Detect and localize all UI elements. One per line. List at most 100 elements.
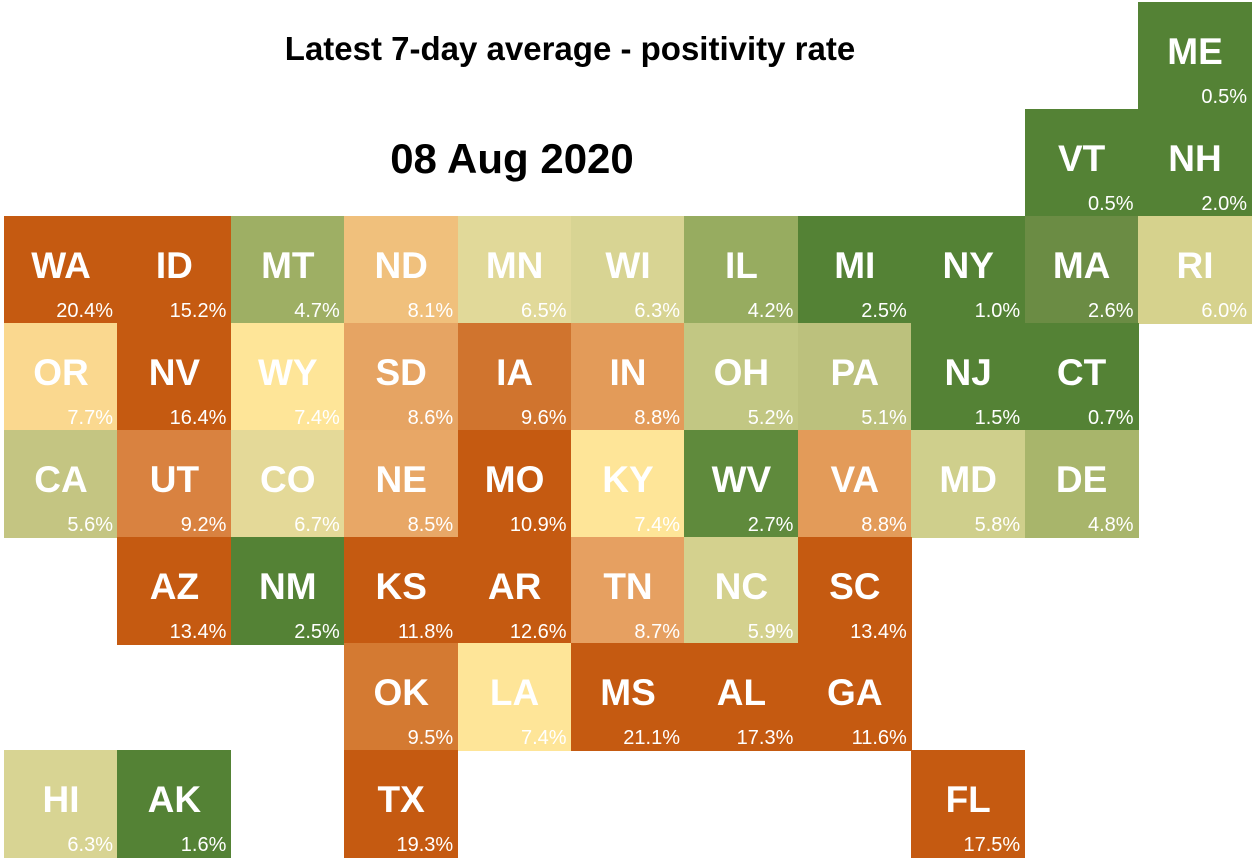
- state-abbr: NC: [714, 565, 769, 607]
- state-positivity-rate: 21.1%: [623, 727, 680, 750]
- state-positivity-rate: 5.8%: [974, 513, 1021, 536]
- state-positivity-rate: 6.0%: [1201, 299, 1247, 322]
- state-positivity-rate: 12.6%: [509, 620, 567, 643]
- state-abbr: AR: [487, 565, 542, 607]
- state-positivity-rate: 10.9%: [509, 513, 567, 536]
- state-abbr: WV: [711, 458, 772, 500]
- state-positivity-rate: 9.2%: [180, 513, 227, 536]
- state-positivity-rate: 8.6%: [407, 406, 454, 429]
- state-abbr: VA: [830, 458, 880, 500]
- state-positivity-rate: 5.9%: [747, 620, 794, 643]
- state-abbr: NV: [148, 351, 201, 393]
- state-abbr: MS: [600, 672, 656, 714]
- state-abbr: IN: [609, 351, 647, 393]
- state-tile-ct: CT 0.7%: [1024, 322, 1139, 431]
- state-tile-il: IL 4.2%: [684, 215, 799, 324]
- state-tile-ma: MA 2.6%: [1024, 215, 1139, 324]
- state-tile-hi: HI 6.3%: [4, 750, 118, 858]
- state-positivity-rate: 5.6%: [67, 513, 113, 536]
- state-positivity-rate: 11.6%: [851, 727, 907, 750]
- state-tile-or: OR 7.7%: [4, 322, 118, 431]
- state-tile-ny: NY 1.0%: [911, 215, 1026, 324]
- map-title: Latest 7-day average - positivity rate: [284, 30, 856, 67]
- state-abbr: IL: [724, 244, 758, 286]
- state-abbr: NM: [259, 565, 317, 607]
- state-positivity-rate: 0.5%: [1201, 86, 1247, 108]
- state-abbr: HI: [42, 779, 80, 821]
- state-abbr: OR: [33, 351, 89, 393]
- state-abbr: MA: [1052, 244, 1111, 286]
- state-positivity-rate: 7.7%: [67, 406, 113, 429]
- state-abbr: NY: [942, 244, 994, 286]
- state-abbr: AL: [716, 672, 767, 714]
- state-abbr: WY: [257, 351, 318, 393]
- state-positivity-rate: 17.5%: [963, 834, 1021, 857]
- state-tile-ky: KY 7.4%: [571, 429, 685, 538]
- state-tile-ms: MS 21.1%: [571, 643, 685, 752]
- state-abbr: MO: [484, 458, 545, 500]
- state-abbr: OK: [373, 672, 429, 714]
- state-positivity-rate: 6.5%: [521, 299, 567, 322]
- state-tile-nj: NJ 1.5%: [911, 322, 1026, 431]
- state-positivity-rate: 1.6%: [180, 834, 227, 857]
- state-tile-wv: WV 2.7%: [684, 429, 799, 538]
- state-tile-nc: NC 5.9%: [684, 536, 799, 645]
- state-positivity-rate: 7.4%: [294, 406, 340, 429]
- state-positivity-rate: 5.2%: [747, 406, 794, 429]
- state-tile-mo: MO 10.9%: [457, 429, 572, 538]
- state-abbr: SC: [829, 565, 881, 607]
- state-tile-wi: WI 6.3%: [571, 215, 685, 324]
- state-positivity-rate: 6.7%: [294, 513, 340, 536]
- state-abbr: CT: [1056, 351, 1107, 393]
- state-tile-id: ID 15.2%: [117, 215, 232, 324]
- state-tile-az: AZ 13.4%: [117, 536, 232, 645]
- state-abbr: NJ: [944, 351, 992, 393]
- state-abbr: ME: [1167, 31, 1223, 72]
- state-positivity-rate: 7.4%: [634, 513, 680, 536]
- state-positivity-rate: 17.3%: [736, 727, 794, 750]
- state-tile-ia: IA 9.6%: [457, 322, 572, 431]
- state-tile-ne: NE 8.5%: [344, 429, 459, 538]
- state-tile-me: ME 0.5%: [1138, 2, 1252, 110]
- state-positivity-rate: 9.5%: [407, 727, 454, 750]
- state-tile-md: MD 5.8%: [911, 429, 1026, 538]
- state-tile-sd: SD 8.6%: [344, 322, 459, 431]
- state-tile-co: CO 6.7%: [230, 429, 345, 538]
- state-positivity-rate: 1.0%: [974, 299, 1021, 322]
- state-tile-va: VA 8.8%: [797, 429, 912, 538]
- state-positivity-rate: 19.3%: [396, 834, 454, 857]
- state-tile-ak: AK 1.6%: [117, 750, 232, 858]
- state-positivity-rate: 1.5%: [974, 406, 1021, 429]
- state-positivity-rate: 11.8%: [397, 620, 454, 643]
- state-positivity-rate: 2.6%: [1088, 299, 1134, 322]
- state-tile-wa: WA 20.4%: [4, 215, 118, 324]
- state-positivity-rate: 4.2%: [747, 299, 794, 322]
- state-tile-ut: UT 9.2%: [117, 429, 232, 538]
- state-abbr: RI: [1176, 244, 1214, 286]
- state-positivity-rate: 6.3%: [634, 299, 680, 322]
- state-abbr: FL: [945, 779, 991, 821]
- state-tile-mn: MN 6.5%: [457, 215, 572, 324]
- state-tile-ca: CA 5.6%: [4, 429, 118, 538]
- state-positivity-rate: 8.5%: [407, 513, 454, 536]
- state-tile-tn: TN 8.7%: [571, 536, 685, 645]
- state-tile-nv: NV 16.4%: [117, 322, 232, 431]
- state-abbr: MD: [939, 458, 997, 500]
- state-tile-wy: WY 7.4%: [230, 322, 345, 431]
- state-tile-mt: MT 4.7%: [230, 215, 345, 324]
- state-tile-ri: RI 6.0%: [1138, 215, 1252, 324]
- state-tile-ga: GA 11.6%: [797, 643, 912, 752]
- state-tile-nd: ND 8.1%: [344, 215, 459, 324]
- state-tile-la: LA 7.4%: [457, 643, 572, 752]
- state-positivity-rate: 7.4%: [521, 727, 567, 750]
- state-positivity-rate: 13.4%: [169, 620, 227, 643]
- state-tile-oh: OH 5.2%: [684, 322, 799, 431]
- state-abbr: OH: [713, 351, 770, 393]
- state-tile-mi: MI 2.5%: [797, 215, 912, 324]
- state-positivity-rate: 8.1%: [407, 299, 454, 322]
- state-positivity-rate: 8.7%: [634, 620, 680, 643]
- state-abbr: SD: [375, 351, 427, 393]
- state-tile-fl: FL 17.5%: [911, 750, 1026, 858]
- state-positivity-rate: 2.5%: [861, 299, 907, 322]
- state-abbr: ID: [155, 244, 193, 286]
